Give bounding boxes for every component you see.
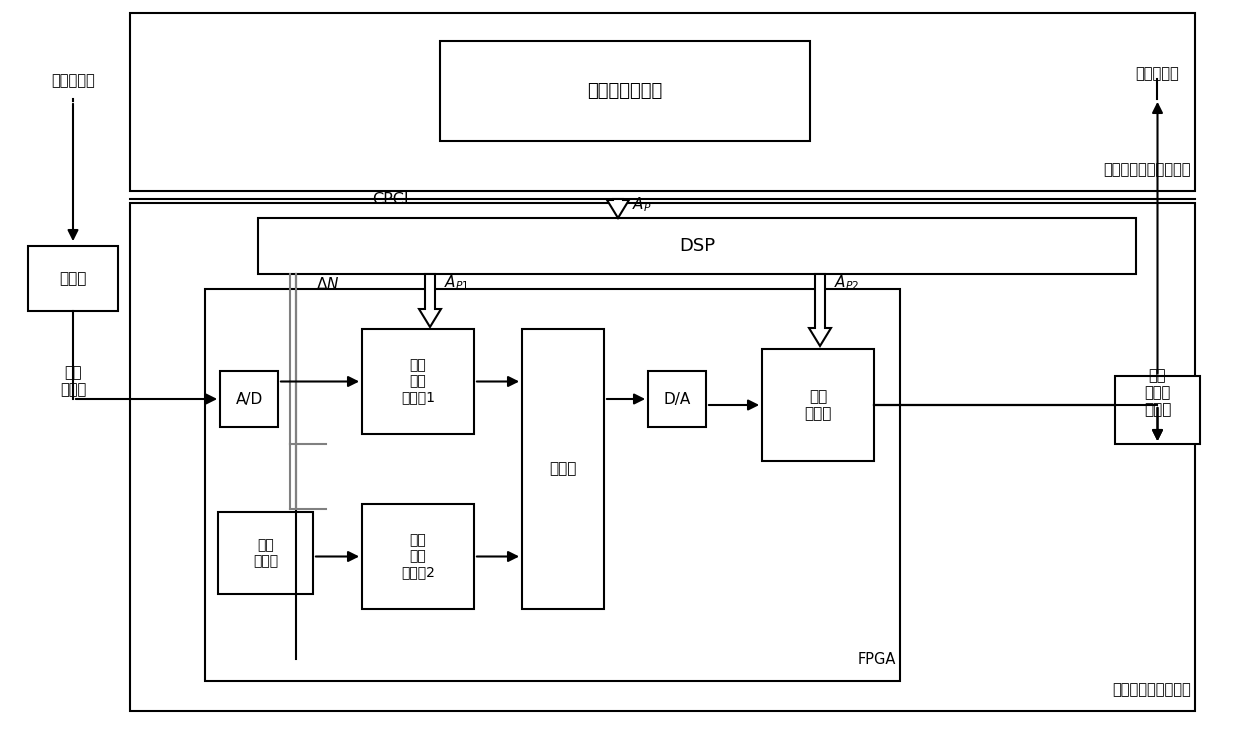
Text: 合成器: 合成器 bbox=[549, 461, 577, 477]
Polygon shape bbox=[808, 274, 831, 346]
Bar bbox=[205, 289, 900, 681]
Bar bbox=[130, 13, 1195, 191]
Bar bbox=[362, 504, 474, 609]
Bar bbox=[258, 218, 1136, 274]
Text: 噪声
发生器: 噪声 发生器 bbox=[253, 538, 278, 568]
Bar bbox=[1115, 376, 1200, 444]
Text: CPCI: CPCI bbox=[372, 191, 408, 206]
Text: $A_{P2}$: $A_{P2}$ bbox=[835, 273, 859, 293]
Text: D/A: D/A bbox=[663, 392, 691, 406]
Text: 射频信号入: 射频信号入 bbox=[51, 73, 95, 89]
Polygon shape bbox=[608, 199, 629, 218]
Text: 射频信号出: 射频信号出 bbox=[1135, 67, 1179, 81]
Text: 精确
幅度
调节器1: 精确 幅度 调节器1 bbox=[401, 358, 435, 405]
Bar bbox=[219, 371, 278, 427]
Bar bbox=[218, 512, 312, 594]
Bar bbox=[440, 41, 810, 141]
Text: 精确
幅度
调节器2: 精确 幅度 调节器2 bbox=[401, 534, 435, 579]
Text: 中频
信号入: 中频 信号入 bbox=[60, 365, 86, 397]
Text: $A_{P1}$: $A_{P1}$ bbox=[444, 273, 470, 293]
Bar bbox=[130, 203, 1195, 711]
Text: A/D: A/D bbox=[236, 392, 263, 406]
Polygon shape bbox=[419, 274, 441, 327]
Text: 数控
衰减器: 数控 衰减器 bbox=[805, 389, 832, 421]
Bar bbox=[649, 371, 706, 427]
Text: FPGA: FPGA bbox=[858, 652, 897, 667]
Text: 模拟器监控处理计算机: 模拟器监控处理计算机 bbox=[1104, 162, 1190, 177]
Text: DSP: DSP bbox=[680, 237, 715, 255]
Text: 下变频: 下变频 bbox=[60, 271, 87, 286]
Bar bbox=[29, 246, 118, 311]
Text: 模拟器监控软件: 模拟器监控软件 bbox=[588, 82, 662, 100]
Text: 中频
信号出: 中频 信号出 bbox=[1143, 368, 1171, 401]
Text: 上变频: 上变频 bbox=[1143, 403, 1172, 418]
Bar bbox=[522, 329, 604, 609]
Text: $A_P$: $A_P$ bbox=[632, 196, 652, 214]
Bar bbox=[763, 349, 874, 461]
Text: $\Delta N$: $\Delta N$ bbox=[316, 276, 340, 292]
Bar bbox=[362, 329, 474, 434]
Text: 模拟器信号处理单元: 模拟器信号处理单元 bbox=[1112, 682, 1190, 697]
